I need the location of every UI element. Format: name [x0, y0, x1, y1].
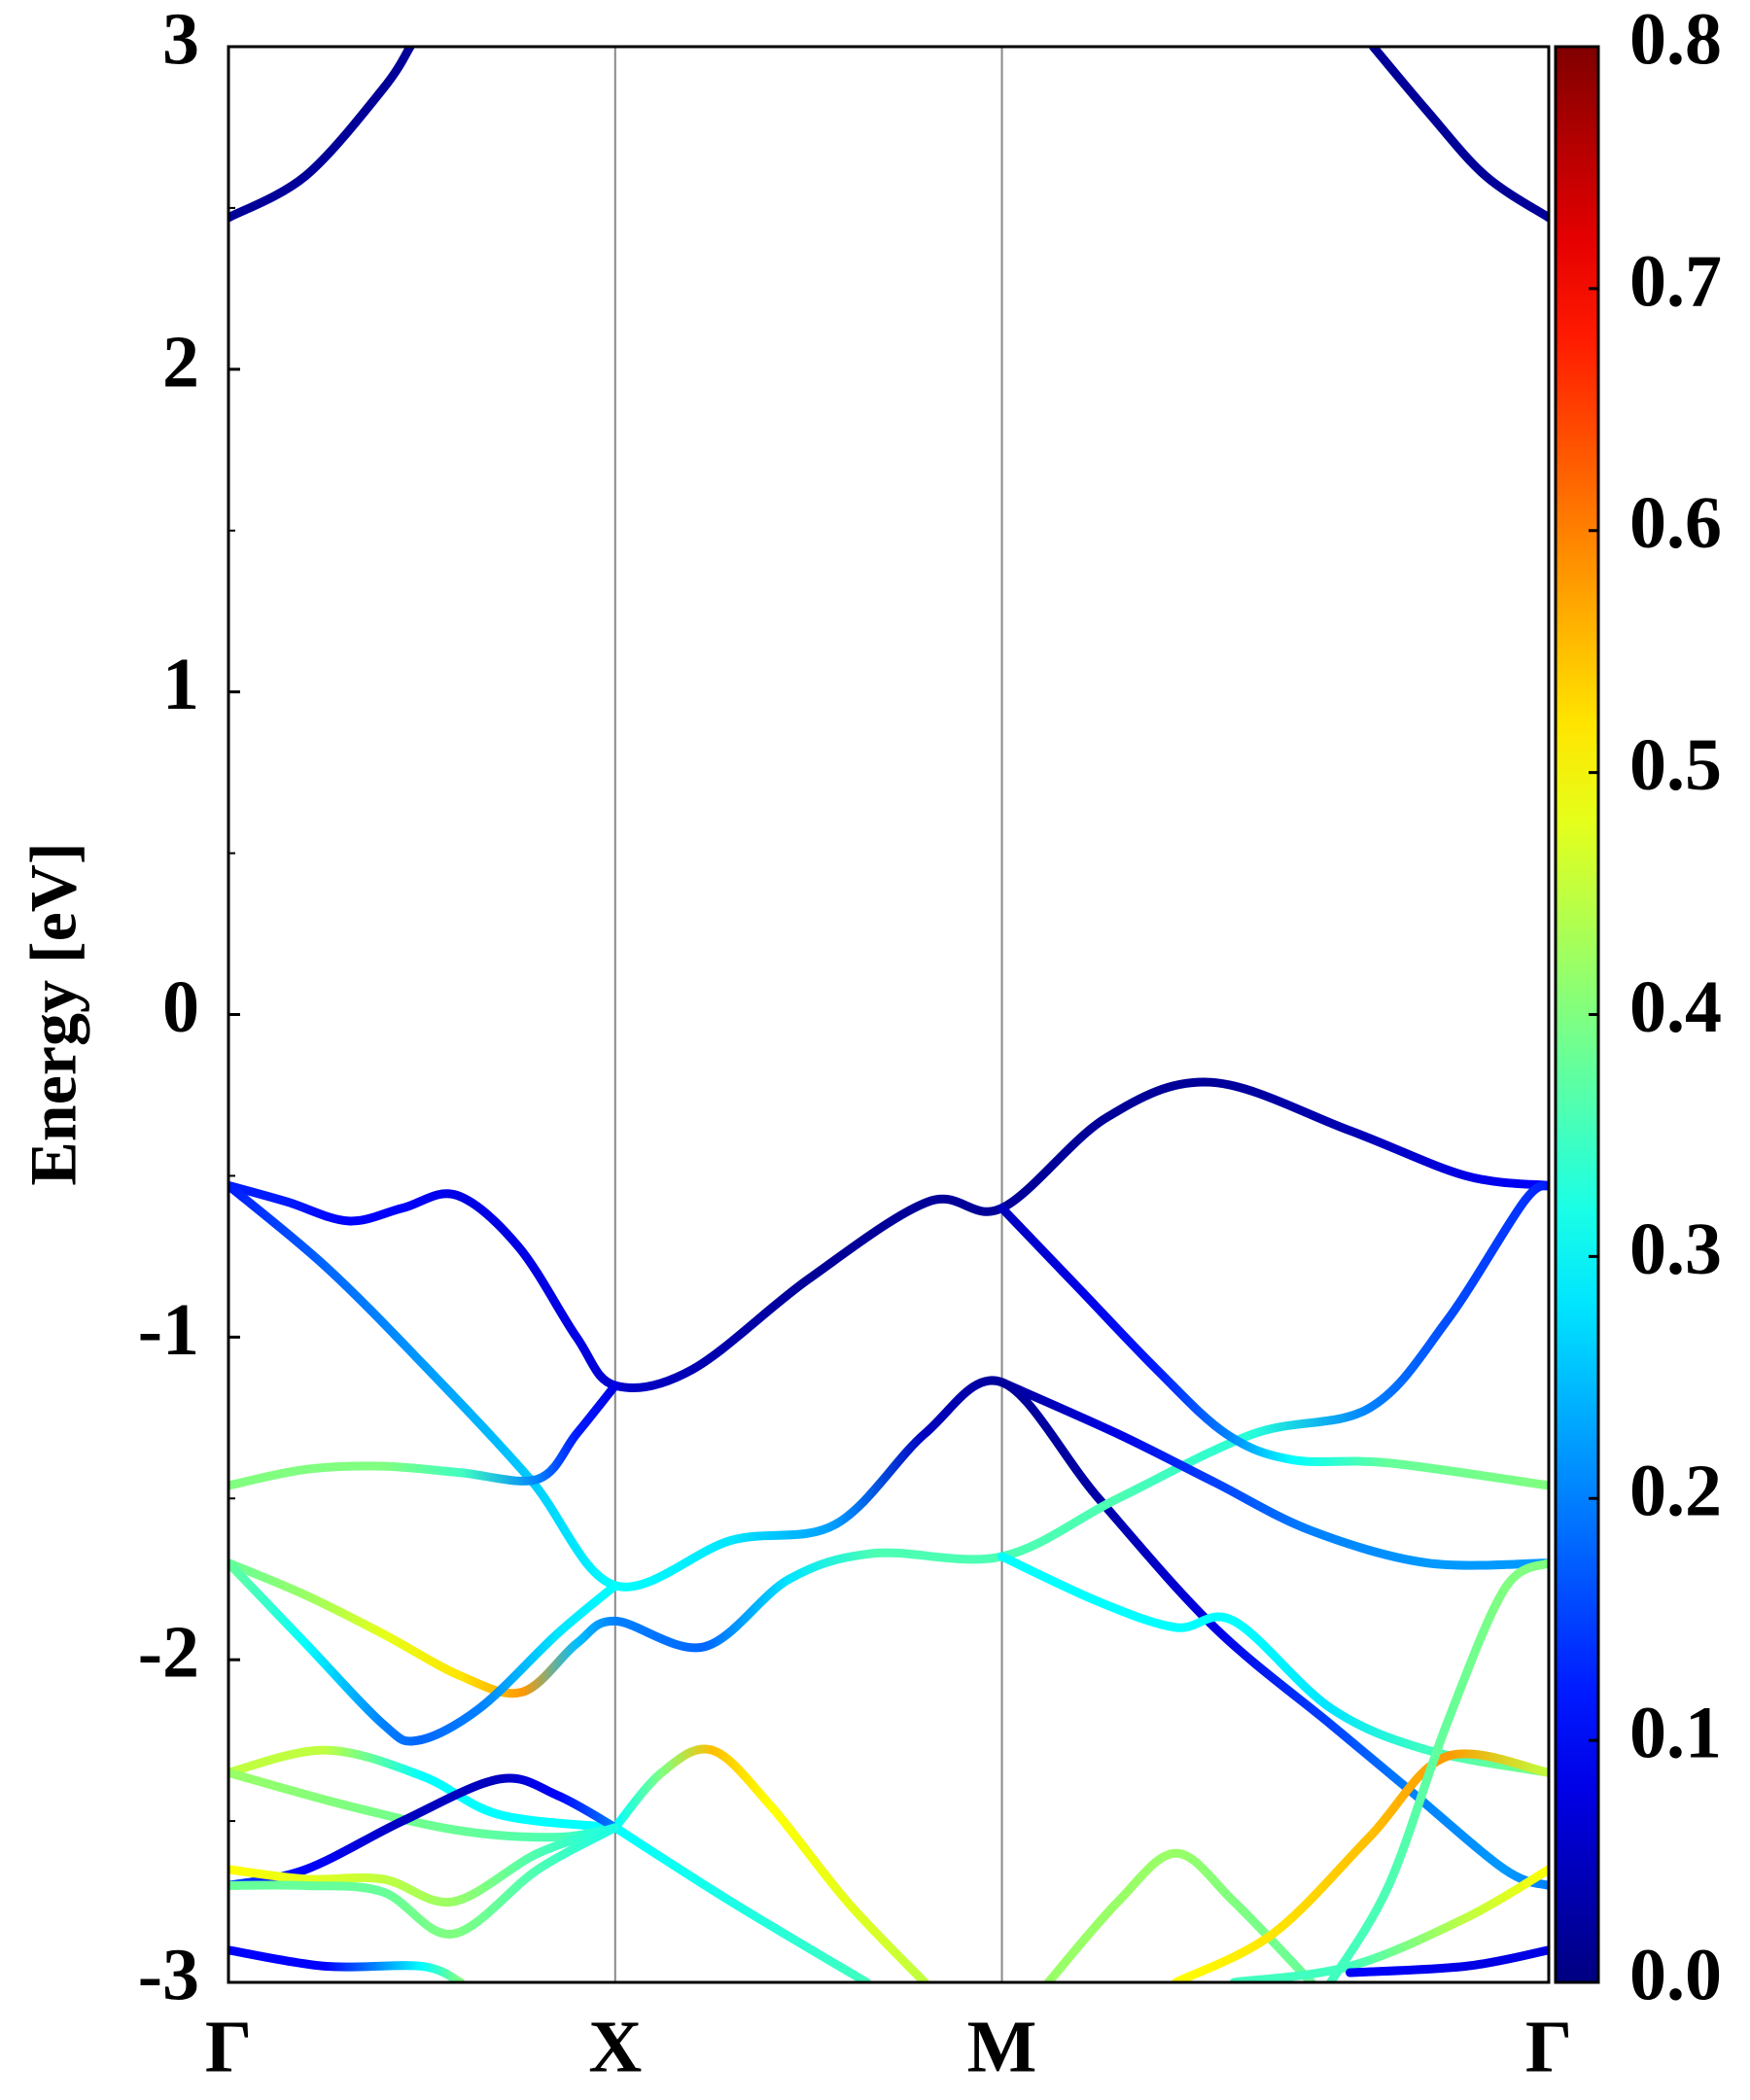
band: [228, 1381, 620, 1490]
colorbar-tick-label: 0.1: [1629, 1693, 1722, 1774]
y-tick-label: 2: [162, 321, 199, 402]
plot-frame: [227, 45, 1551, 1984]
y-axis-label: Energy [eV]: [17, 842, 90, 1185]
band: [1229, 1865, 1549, 1982]
y-tick-label: 1: [162, 644, 199, 725]
colorbar-tick-label: 0.5: [1629, 724, 1722, 806]
colorbar-tick-label: 0.3: [1629, 1208, 1722, 1290]
colorbar-tick-label: 0.8: [1629, 0, 1722, 80]
band: [998, 1552, 1549, 1777]
band: [1043, 1848, 1316, 1982]
x-tick-label: Γ: [205, 2006, 252, 2087]
y-tick-label: -3: [138, 1934, 199, 2015]
x-tick-label: X: [588, 2006, 642, 2087]
band: [228, 1945, 466, 1982]
y-tick-label: -1: [138, 1289, 199, 1371]
band: [228, 1823, 620, 1939]
x-tick-label: Γ: [1525, 2006, 1572, 2087]
band: [228, 1768, 620, 1842]
band: [228, 1745, 620, 1833]
band: [228, 1180, 1549, 1890]
y-tick-label: 0: [162, 966, 199, 1048]
band: [998, 1204, 1549, 1490]
band: [228, 1077, 1549, 1392]
colorbar-tick-label: 0.0: [1629, 1934, 1722, 2015]
colorbar-tick-label: 0.2: [1629, 1451, 1722, 1532]
band: [611, 1823, 871, 1982]
band: [228, 1180, 1549, 1698]
band: [611, 1744, 929, 1982]
y-tick-label: -2: [138, 1612, 199, 1694]
x-tick-label: M: [967, 2006, 1037, 2087]
colorbar-tick-label: 0.4: [1629, 966, 1722, 1048]
band: [1172, 1749, 1549, 1982]
band: [1368, 47, 1549, 223]
y-tick-label: 3: [162, 0, 199, 80]
band: [228, 47, 415, 223]
band: [1326, 1558, 1549, 1982]
band: [228, 1773, 620, 1890]
bands: [228, 47, 1549, 1982]
colorbar-tick-label: 0.7: [1629, 240, 1722, 322]
band: [228, 1823, 620, 1908]
band: [1346, 1945, 1549, 1978]
band: [998, 1378, 1549, 1570]
colorbar-tick-label: 0.6: [1629, 482, 1722, 564]
band: [228, 1558, 620, 1746]
